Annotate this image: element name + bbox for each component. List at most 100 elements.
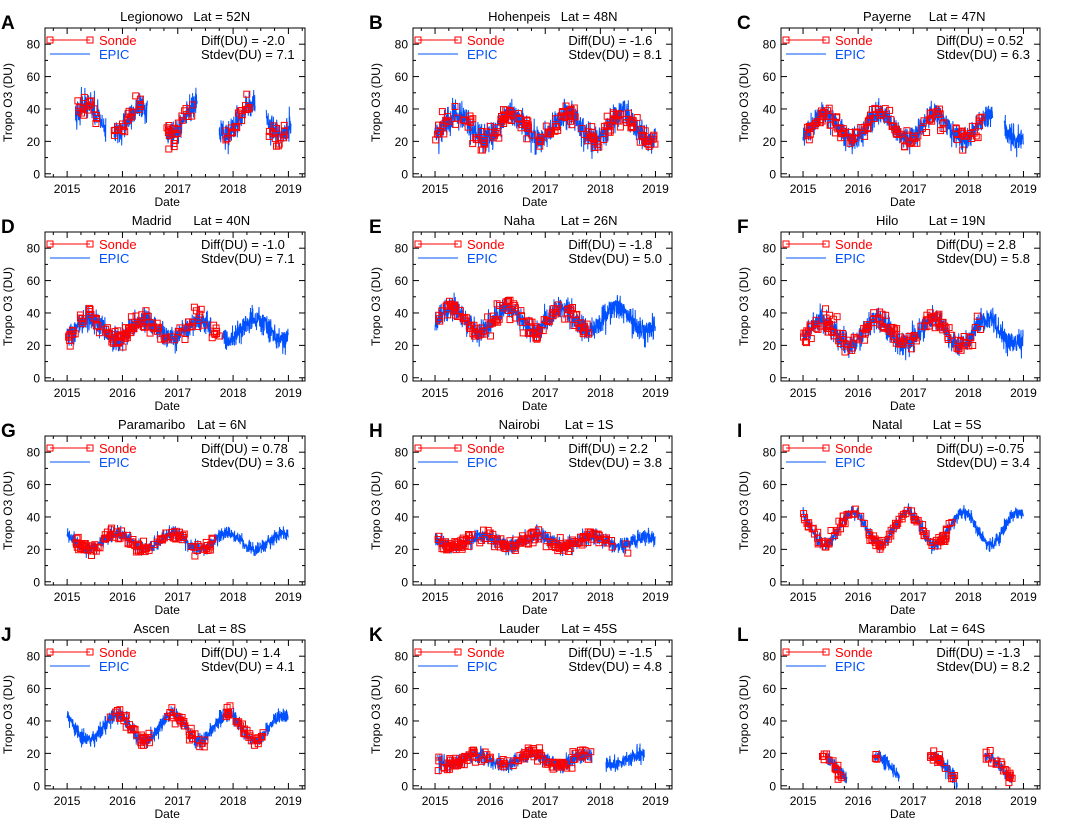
y-axis-title: Tropo O3 (DU) bbox=[1, 267, 15, 346]
plot-frame bbox=[44, 435, 306, 586]
sonde-marker bbox=[518, 318, 526, 326]
sonde-marker bbox=[165, 145, 173, 153]
panel-station: Legionowo bbox=[120, 9, 183, 24]
sonde-marker bbox=[919, 528, 927, 535]
sonde-marker bbox=[188, 735, 196, 743]
sonde-marker bbox=[801, 338, 809, 346]
stat-diff: Diff(DU) = 2.8 bbox=[936, 237, 1016, 252]
sonde-marker bbox=[189, 318, 196, 326]
sonde-marker bbox=[435, 532, 443, 540]
stat-stdev: Stdev(DU) = 5.0 bbox=[568, 251, 662, 266]
sonde-marker bbox=[523, 116, 531, 124]
sonde-marker bbox=[514, 757, 522, 764]
panel-lat: Lat = 45S bbox=[561, 621, 617, 636]
sonde-marker bbox=[609, 116, 617, 124]
sonde-marker bbox=[488, 535, 496, 542]
sonde-marker bbox=[603, 539, 611, 547]
legend-sonde-marker bbox=[782, 444, 790, 452]
sonde-marker bbox=[900, 510, 908, 518]
panel-lat: Lat = 48N bbox=[561, 9, 618, 24]
legend-sonde-label: Sonde bbox=[467, 645, 505, 660]
sonde-marker bbox=[547, 127, 555, 135]
stat-stdev: Stdev(DU) = 4.1 bbox=[201, 659, 295, 674]
sonde-marker bbox=[1006, 774, 1014, 782]
sonde-marker bbox=[986, 747, 994, 754]
sonde-marker bbox=[567, 544, 575, 552]
x-tick-label: 2017 bbox=[900, 182, 927, 196]
y-tick-label: 80 bbox=[27, 242, 41, 256]
sonde-marker bbox=[86, 306, 94, 313]
legend-sonde-marker bbox=[414, 36, 422, 44]
sonde-marker bbox=[519, 329, 527, 337]
sonde-marker bbox=[464, 123, 472, 131]
sonde-marker bbox=[446, 755, 454, 763]
sonde-marker bbox=[191, 552, 199, 560]
y-tick-label: 20 bbox=[27, 543, 41, 557]
sonde-marker bbox=[500, 760, 508, 768]
x-tick-label: 2017 bbox=[900, 386, 927, 400]
sonde-marker bbox=[470, 321, 478, 329]
legend-sonde-marker bbox=[46, 240, 54, 248]
sonde-marker bbox=[131, 320, 139, 328]
stat-diff: Diff(DU) = -1.6 bbox=[568, 33, 652, 48]
y-axis-title: Tropo O3 (DU) bbox=[369, 471, 383, 550]
sonde-marker bbox=[510, 300, 518, 308]
sonde-marker bbox=[208, 334, 216, 342]
x-tick-label: 2019 bbox=[642, 182, 669, 196]
legend-sonde-label: Sonde bbox=[99, 441, 137, 456]
x-tick-label: 2019 bbox=[1010, 386, 1037, 400]
sonde-marker bbox=[945, 324, 953, 332]
legend-sonde-marker bbox=[782, 240, 790, 248]
stat-stdev: Stdev(DU) = 3.8 bbox=[568, 455, 662, 470]
sonde-markers bbox=[65, 303, 223, 351]
x-tick-label: 2015 bbox=[790, 386, 817, 400]
sonde-marker bbox=[224, 711, 232, 719]
panel-l: L Marambio Lat = 64S 0 20 40 60 80 2015 2016 2017 2… bbox=[737, 621, 1041, 818]
sonde-marker bbox=[611, 117, 619, 125]
plot-frame bbox=[780, 27, 1041, 178]
sonde-marker bbox=[871, 104, 879, 112]
sonde-marker bbox=[562, 539, 570, 547]
sonde-marker bbox=[623, 119, 631, 127]
y-tick-label: 0 bbox=[769, 167, 776, 181]
sonde-marker bbox=[173, 712, 181, 720]
y-tick-label: 60 bbox=[27, 478, 41, 492]
sonde-marker bbox=[831, 765, 839, 772]
sonde-marker bbox=[467, 116, 475, 124]
sonde-marker bbox=[493, 124, 501, 132]
sonde-marker bbox=[558, 108, 566, 116]
y-axis-title: Tropo O3 (DU) bbox=[737, 471, 751, 550]
x-tick-label: 2015 bbox=[422, 182, 449, 196]
x-tick-label: 2015 bbox=[422, 386, 449, 400]
sonde-marker bbox=[194, 322, 202, 330]
x-tick-label: 2017 bbox=[164, 590, 191, 604]
sonde-marker bbox=[580, 322, 588, 330]
y-tick-label: 0 bbox=[769, 371, 776, 385]
sonde-marker bbox=[543, 317, 551, 324]
panel-station: Lauder bbox=[499, 621, 540, 636]
sonde-marker bbox=[234, 109, 242, 117]
x-axis-title: Date bbox=[155, 399, 181, 413]
y-tick-label: 60 bbox=[763, 682, 777, 696]
x-tick-label: 2016 bbox=[109, 794, 136, 808]
sonde-marker bbox=[274, 142, 282, 150]
y-tick-label: 20 bbox=[763, 543, 777, 557]
y-tick-label: 60 bbox=[763, 274, 777, 288]
sonde-marker bbox=[895, 515, 903, 523]
sonde-marker bbox=[829, 329, 837, 336]
x-tick-label: 2015 bbox=[54, 590, 81, 604]
x-tick-label: 2015 bbox=[790, 794, 817, 808]
sonde-marker bbox=[825, 756, 833, 764]
sonde-marker bbox=[501, 115, 509, 122]
sonde-marker bbox=[489, 134, 497, 142]
y-tick-label: 60 bbox=[395, 274, 409, 288]
sonde-marker bbox=[800, 333, 807, 341]
x-axis-title: Date bbox=[522, 195, 548, 209]
sonde-marker bbox=[242, 102, 249, 110]
sonde-marker bbox=[893, 325, 901, 333]
y-tick-label: 0 bbox=[33, 167, 40, 181]
x-tick-label: 2015 bbox=[422, 590, 449, 604]
sonde-marker bbox=[554, 301, 562, 309]
sonde-marker bbox=[208, 534, 216, 542]
legend-sonde-marker bbox=[782, 36, 790, 44]
